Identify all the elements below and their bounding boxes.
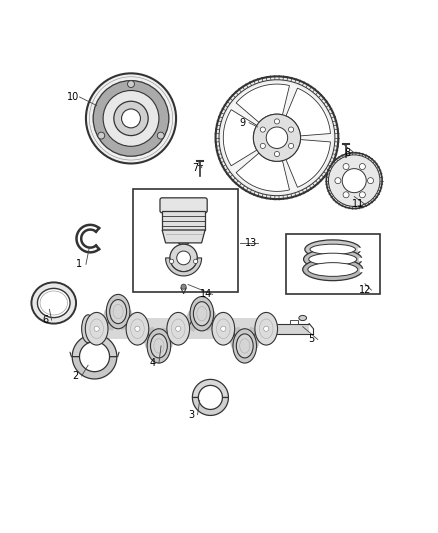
Circle shape bbox=[343, 192, 349, 198]
Circle shape bbox=[127, 80, 134, 87]
Ellipse shape bbox=[195, 305, 208, 322]
Ellipse shape bbox=[310, 244, 356, 254]
Ellipse shape bbox=[85, 312, 108, 345]
Circle shape bbox=[274, 151, 279, 157]
Ellipse shape bbox=[126, 312, 149, 345]
Ellipse shape bbox=[212, 312, 235, 345]
Circle shape bbox=[177, 251, 191, 265]
Ellipse shape bbox=[303, 259, 363, 281]
Circle shape bbox=[260, 127, 265, 132]
Ellipse shape bbox=[32, 282, 76, 324]
Ellipse shape bbox=[112, 303, 124, 320]
Ellipse shape bbox=[233, 329, 257, 363]
Ellipse shape bbox=[147, 329, 171, 363]
Polygon shape bbox=[72, 357, 117, 379]
Polygon shape bbox=[162, 230, 205, 243]
Polygon shape bbox=[236, 84, 290, 123]
Circle shape bbox=[103, 91, 159, 147]
Text: 14: 14 bbox=[200, 289, 212, 300]
Circle shape bbox=[328, 155, 380, 206]
Circle shape bbox=[274, 119, 279, 124]
Circle shape bbox=[215, 76, 338, 199]
Text: 11: 11 bbox=[353, 199, 364, 209]
Circle shape bbox=[266, 127, 288, 149]
Ellipse shape bbox=[152, 337, 166, 354]
Polygon shape bbox=[166, 258, 201, 276]
Ellipse shape bbox=[238, 337, 251, 354]
Circle shape bbox=[86, 74, 176, 164]
Text: 12: 12 bbox=[359, 285, 371, 295]
Circle shape bbox=[93, 80, 169, 156]
Bar bbox=[290, 320, 298, 324]
Circle shape bbox=[194, 259, 198, 263]
Text: 4: 4 bbox=[149, 358, 155, 368]
Ellipse shape bbox=[255, 312, 278, 345]
Circle shape bbox=[253, 114, 300, 161]
Ellipse shape bbox=[81, 315, 95, 343]
Bar bbox=[162, 211, 205, 230]
Ellipse shape bbox=[237, 334, 253, 358]
Circle shape bbox=[221, 82, 333, 193]
Circle shape bbox=[289, 143, 293, 149]
Polygon shape bbox=[178, 243, 189, 245]
Circle shape bbox=[176, 326, 181, 332]
Polygon shape bbox=[236, 153, 290, 191]
Ellipse shape bbox=[190, 296, 214, 331]
Ellipse shape bbox=[37, 288, 70, 318]
Circle shape bbox=[289, 127, 293, 132]
Circle shape bbox=[367, 177, 374, 184]
Polygon shape bbox=[192, 398, 229, 415]
Circle shape bbox=[135, 326, 140, 332]
Ellipse shape bbox=[151, 334, 167, 358]
Bar bbox=[133, 189, 238, 292]
Text: 5: 5 bbox=[308, 335, 314, 344]
Text: 8: 8 bbox=[345, 148, 351, 158]
Bar bbox=[286, 235, 380, 294]
Circle shape bbox=[264, 326, 269, 332]
Text: 9: 9 bbox=[240, 118, 246, 128]
Ellipse shape bbox=[304, 249, 362, 270]
Circle shape bbox=[326, 153, 382, 208]
Text: 1: 1 bbox=[77, 260, 82, 269]
Circle shape bbox=[221, 326, 226, 332]
Circle shape bbox=[359, 164, 365, 169]
Circle shape bbox=[170, 259, 174, 263]
FancyBboxPatch shape bbox=[160, 198, 207, 213]
Circle shape bbox=[98, 132, 105, 139]
Circle shape bbox=[342, 168, 366, 192]
Text: 2: 2 bbox=[72, 371, 78, 381]
Circle shape bbox=[157, 132, 164, 139]
Polygon shape bbox=[223, 110, 257, 166]
Polygon shape bbox=[72, 334, 117, 357]
Text: 6: 6 bbox=[42, 315, 48, 325]
Polygon shape bbox=[192, 379, 229, 398]
Circle shape bbox=[122, 109, 141, 128]
Polygon shape bbox=[286, 88, 330, 136]
Bar bbox=[276, 324, 309, 334]
Circle shape bbox=[343, 164, 349, 169]
Circle shape bbox=[94, 326, 99, 332]
Polygon shape bbox=[286, 140, 330, 187]
Circle shape bbox=[170, 244, 198, 272]
Ellipse shape bbox=[308, 263, 358, 277]
Circle shape bbox=[359, 192, 365, 198]
Text: 13: 13 bbox=[245, 238, 257, 248]
Ellipse shape bbox=[299, 316, 307, 320]
Ellipse shape bbox=[305, 240, 360, 259]
Ellipse shape bbox=[309, 253, 357, 265]
Circle shape bbox=[260, 143, 265, 149]
Circle shape bbox=[114, 101, 148, 135]
Ellipse shape bbox=[106, 294, 130, 329]
Text: 3: 3 bbox=[188, 409, 194, 419]
Polygon shape bbox=[86, 318, 271, 340]
Circle shape bbox=[181, 284, 186, 289]
Ellipse shape bbox=[167, 312, 190, 345]
Circle shape bbox=[335, 177, 341, 184]
Ellipse shape bbox=[110, 300, 127, 324]
Ellipse shape bbox=[194, 302, 210, 326]
Text: 7: 7 bbox=[192, 163, 198, 173]
Text: 10: 10 bbox=[67, 92, 79, 102]
